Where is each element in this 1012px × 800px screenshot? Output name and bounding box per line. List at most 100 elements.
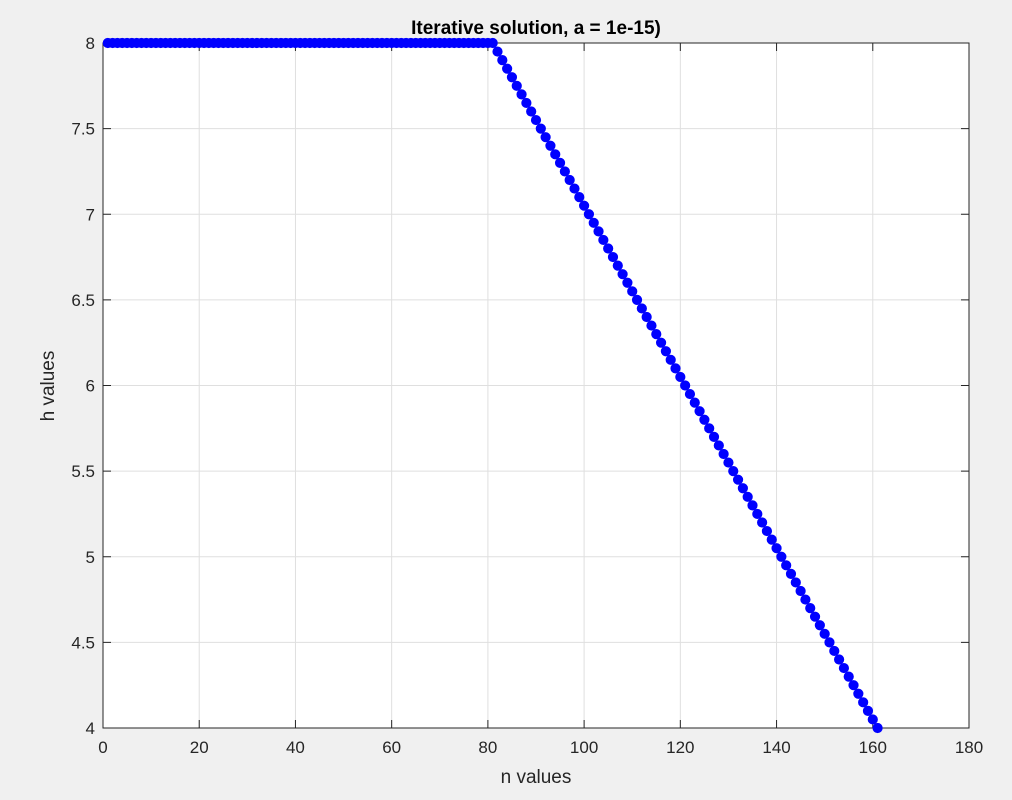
data-point	[554, 157, 566, 168]
x-tick-label: 60	[382, 738, 401, 757]
data-point	[742, 491, 753, 502]
chart-title: Iterative solution, a = 1e-15)	[411, 18, 661, 39]
data-point	[593, 226, 604, 237]
x-axis-label: n values	[501, 767, 572, 788]
data-point	[651, 329, 662, 340]
data-point	[737, 483, 748, 494]
data-point	[641, 311, 652, 323]
data-point	[848, 680, 859, 691]
y-tick-label: 8	[86, 34, 95, 53]
data-point	[824, 637, 835, 648]
x-tick-label: 180	[955, 738, 983, 757]
data-point	[684, 388, 696, 400]
data-point	[858, 697, 869, 708]
data-point	[530, 114, 542, 126]
data-point	[646, 320, 657, 331]
data-point	[723, 457, 734, 468]
x-tick-label: 0	[98, 738, 107, 757]
data-point	[579, 200, 590, 211]
x-tick-label: 160	[859, 738, 887, 757]
data-point	[655, 337, 667, 348]
y-tick-label: 7.5	[71, 120, 95, 139]
data-point	[761, 525, 773, 537]
data-point	[622, 277, 633, 288]
y-tick-label: 6	[86, 377, 95, 396]
x-tick-label: 140	[762, 738, 790, 757]
data-point	[809, 611, 821, 622]
data-point	[699, 414, 710, 425]
data-point	[800, 594, 811, 605]
data-point	[838, 662, 850, 674]
data-point	[569, 183, 580, 194]
data-point	[516, 89, 527, 100]
y-tick-label: 5	[86, 548, 95, 567]
data-point	[829, 645, 840, 657]
data-point	[535, 123, 546, 134]
data-point	[603, 243, 614, 254]
data-point	[834, 654, 845, 665]
data-point	[790, 577, 801, 588]
x-tick-label: 20	[190, 738, 209, 757]
data-point	[785, 568, 797, 579]
y-tick-label: 4	[86, 719, 95, 738]
data-point	[757, 517, 768, 528]
data-point	[492, 46, 503, 57]
data-point	[675, 371, 686, 383]
data-point	[771, 543, 782, 554]
data-point	[526, 106, 537, 117]
y-tick-label: 4.5	[71, 633, 95, 652]
data-point	[689, 397, 700, 408]
data-point	[805, 603, 816, 614]
data-point	[559, 166, 570, 177]
data-points	[102, 37, 883, 734]
data-point	[636, 303, 647, 314]
y-axis-label: h values	[38, 351, 59, 422]
data-point	[665, 354, 676, 365]
data-point	[843, 671, 854, 682]
data-point	[713, 440, 724, 451]
data-point	[867, 714, 878, 725]
data-point	[598, 234, 609, 246]
data-point	[511, 80, 522, 91]
data-point	[631, 294, 643, 305]
x-tick-label: 40	[286, 738, 305, 757]
data-point	[853, 688, 864, 699]
data-point	[550, 149, 561, 160]
data-point	[540, 132, 551, 143]
data-point	[660, 346, 672, 357]
data-point	[680, 380, 691, 391]
data-point	[728, 466, 739, 477]
data-point	[694, 406, 705, 417]
data-point	[704, 423, 715, 434]
x-tick-label: 80	[478, 738, 497, 757]
data-point	[607, 251, 619, 263]
data-point	[617, 269, 628, 280]
data-point	[502, 63, 513, 74]
data-point	[776, 551, 787, 562]
data-point	[872, 722, 883, 734]
data-point	[795, 585, 806, 597]
data-point	[766, 534, 777, 545]
data-point	[574, 192, 585, 203]
data-point	[814, 620, 825, 631]
data-point	[670, 363, 681, 374]
data-point	[487, 37, 498, 49]
x-tick-label: 100	[570, 738, 598, 757]
data-point	[781, 560, 792, 571]
data-point	[521, 97, 532, 109]
data-point	[819, 628, 830, 639]
data-point	[583, 209, 595, 220]
y-tick-label: 6.5	[71, 291, 95, 310]
data-point	[497, 55, 508, 66]
data-point	[708, 431, 720, 442]
data-point	[545, 140, 556, 151]
x-tick-labels: 0 20 40 60 80 100 120 140 160 180	[98, 738, 983, 757]
y-tick-label: 5.5	[71, 462, 95, 481]
data-point	[506, 72, 518, 83]
data-point	[564, 174, 575, 186]
data-point	[747, 500, 758, 511]
y-tick-label: 7	[86, 205, 95, 224]
data-point	[752, 508, 763, 520]
